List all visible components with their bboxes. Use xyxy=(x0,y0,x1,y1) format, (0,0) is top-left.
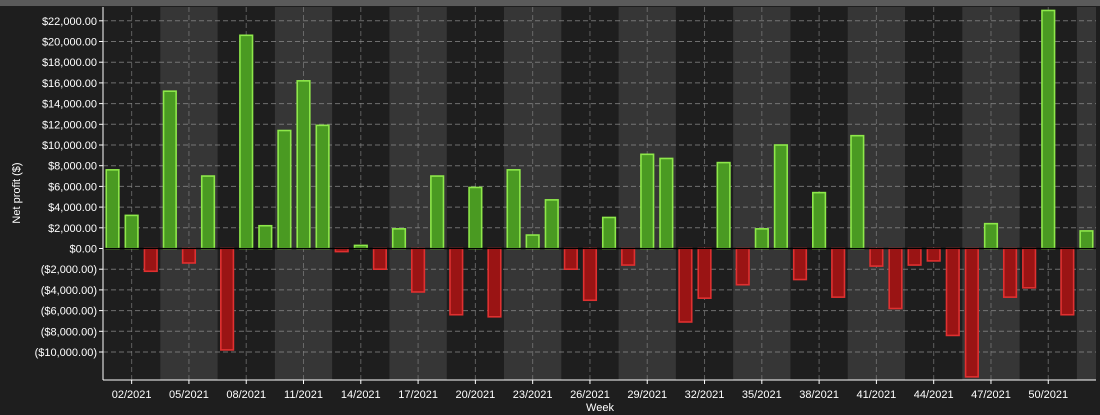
bar-49/2021 xyxy=(1022,247,1037,289)
bar-33/2021 xyxy=(716,161,731,250)
bar-19/2021 xyxy=(449,247,464,316)
bar-46/2021 xyxy=(964,247,979,378)
y-tick-label: $8,000.00 xyxy=(48,161,97,173)
bar-18/2021 xyxy=(430,175,445,250)
bar-36/2021 xyxy=(773,144,789,250)
bar-44/2021 xyxy=(926,247,941,262)
y-tick-label: $22,000.00 xyxy=(42,16,97,28)
bar-52/2021 xyxy=(1079,230,1094,250)
bar-23/2021 xyxy=(525,234,540,250)
x-tick-label: 35/2021 xyxy=(742,389,782,401)
bar-09/2021 xyxy=(258,224,273,250)
bar-43/2021 xyxy=(907,247,922,266)
bar-28/2021 xyxy=(621,247,636,266)
y-tick-label: ($10,000.00) xyxy=(35,347,97,359)
x-tick-label: 14/2021 xyxy=(341,389,381,401)
bar-30/2021 xyxy=(659,157,674,250)
bar-20/2021 xyxy=(468,186,483,250)
x-tick-label: 02/2021 xyxy=(112,389,152,401)
x-tick-label: 32/2021 xyxy=(685,389,725,401)
y-tick-labels: $22,000.00 $20,000.00 $18,000.00 $16,000.00… xyxy=(35,16,103,359)
bar-10/2021 xyxy=(277,129,292,250)
x-tick-label: 50/2021 xyxy=(1028,389,1068,401)
x-tick-label: 05/2021 xyxy=(169,389,209,401)
y-tick-label: $10,000.00 xyxy=(42,140,97,152)
y-tick-label: ($6,000.00) xyxy=(41,306,97,318)
bar-26/2021 xyxy=(582,247,598,302)
bar-03/2021 xyxy=(143,247,158,273)
bar-16/2021 xyxy=(391,228,407,250)
bar-34/2021 xyxy=(735,247,750,286)
alt-band xyxy=(1076,7,1096,380)
y-tick-label: $12,000.00 xyxy=(42,119,97,131)
y-tick-label: $2,000.00 xyxy=(48,223,97,235)
bar-25/2021 xyxy=(563,247,578,271)
bar-02/2021 xyxy=(124,214,139,250)
x-tick-label: 29/2021 xyxy=(627,389,667,401)
x-tick-label: 38/2021 xyxy=(799,389,839,401)
y-tick-label: $16,000.00 xyxy=(42,78,97,90)
plot-background xyxy=(103,7,1096,380)
bar-11/2021 xyxy=(296,80,311,250)
x-tick-label: 44/2021 xyxy=(914,389,954,401)
bar-31/2021 xyxy=(678,247,693,323)
bar-15/2021 xyxy=(372,247,387,271)
bar-50/2021 xyxy=(1041,9,1056,250)
bar-05/2021 xyxy=(181,247,197,264)
bar-41/2021 xyxy=(869,247,884,267)
y-tick-label: ($2,000.00) xyxy=(41,264,97,276)
bar-08/2021 xyxy=(239,34,254,250)
y-tick-label: ($4,000.00) xyxy=(41,285,97,297)
bar-04/2021 xyxy=(162,90,177,250)
bar-22/2021 xyxy=(506,169,521,250)
y-tick-label: ($8,000.00) xyxy=(41,326,97,338)
y-tick-label: $4,000.00 xyxy=(48,202,97,214)
bar-32/2021 xyxy=(697,247,712,299)
bar-35/2021 xyxy=(754,228,769,250)
bar-40/2021 xyxy=(850,134,865,250)
bar-37/2021 xyxy=(792,247,808,281)
y-tick-label: $18,000.00 xyxy=(42,57,97,69)
x-tick-label: 47/2021 xyxy=(971,389,1011,401)
bar-07/2021 xyxy=(220,247,235,351)
x-axis-title: Week xyxy=(586,402,614,414)
x-tick-labels: 02/2021 05/2021 08/2021 11/2021 14/2021 17/20… xyxy=(112,380,1068,401)
bar-27/2021 xyxy=(601,216,617,250)
bar-21/2021 xyxy=(487,247,502,318)
bar-45/2021 xyxy=(945,247,960,337)
bar-06/2021 xyxy=(200,175,216,250)
bar-42/2021 xyxy=(888,247,903,310)
top-strip xyxy=(0,0,1100,6)
y-tick-label: $20,000.00 xyxy=(42,37,97,49)
bar-17/2021 xyxy=(410,247,426,293)
bar-24/2021 xyxy=(544,199,559,250)
x-tick-label: 41/2021 xyxy=(857,389,897,401)
x-tick-label: 26/2021 xyxy=(570,389,610,401)
x-tick-label: 23/2021 xyxy=(513,389,553,401)
bar-51/2021 xyxy=(1060,247,1075,316)
x-tick-label: 20/2021 xyxy=(455,389,495,401)
bar-29/2021 xyxy=(640,153,655,250)
y-tick-label: $6,000.00 xyxy=(48,181,97,193)
y-tick-label: $0.00 xyxy=(69,244,97,256)
bar-47/2021 xyxy=(983,222,999,250)
bar-39/2021 xyxy=(831,247,846,298)
x-tick-label: 08/2021 xyxy=(226,389,266,401)
bar-38/2021 xyxy=(811,191,827,250)
bar-01/2021 xyxy=(105,169,120,250)
x-tick-label: 11/2021 xyxy=(284,389,323,401)
bar-12/2021 xyxy=(315,124,330,250)
bar-48/2021 xyxy=(1002,247,1018,298)
x-tick-label: 17/2021 xyxy=(398,389,438,401)
y-axis-title: Net profit ($) xyxy=(11,162,23,223)
y-tick-label: $14,000.00 xyxy=(42,99,97,111)
bars xyxy=(105,9,1094,378)
